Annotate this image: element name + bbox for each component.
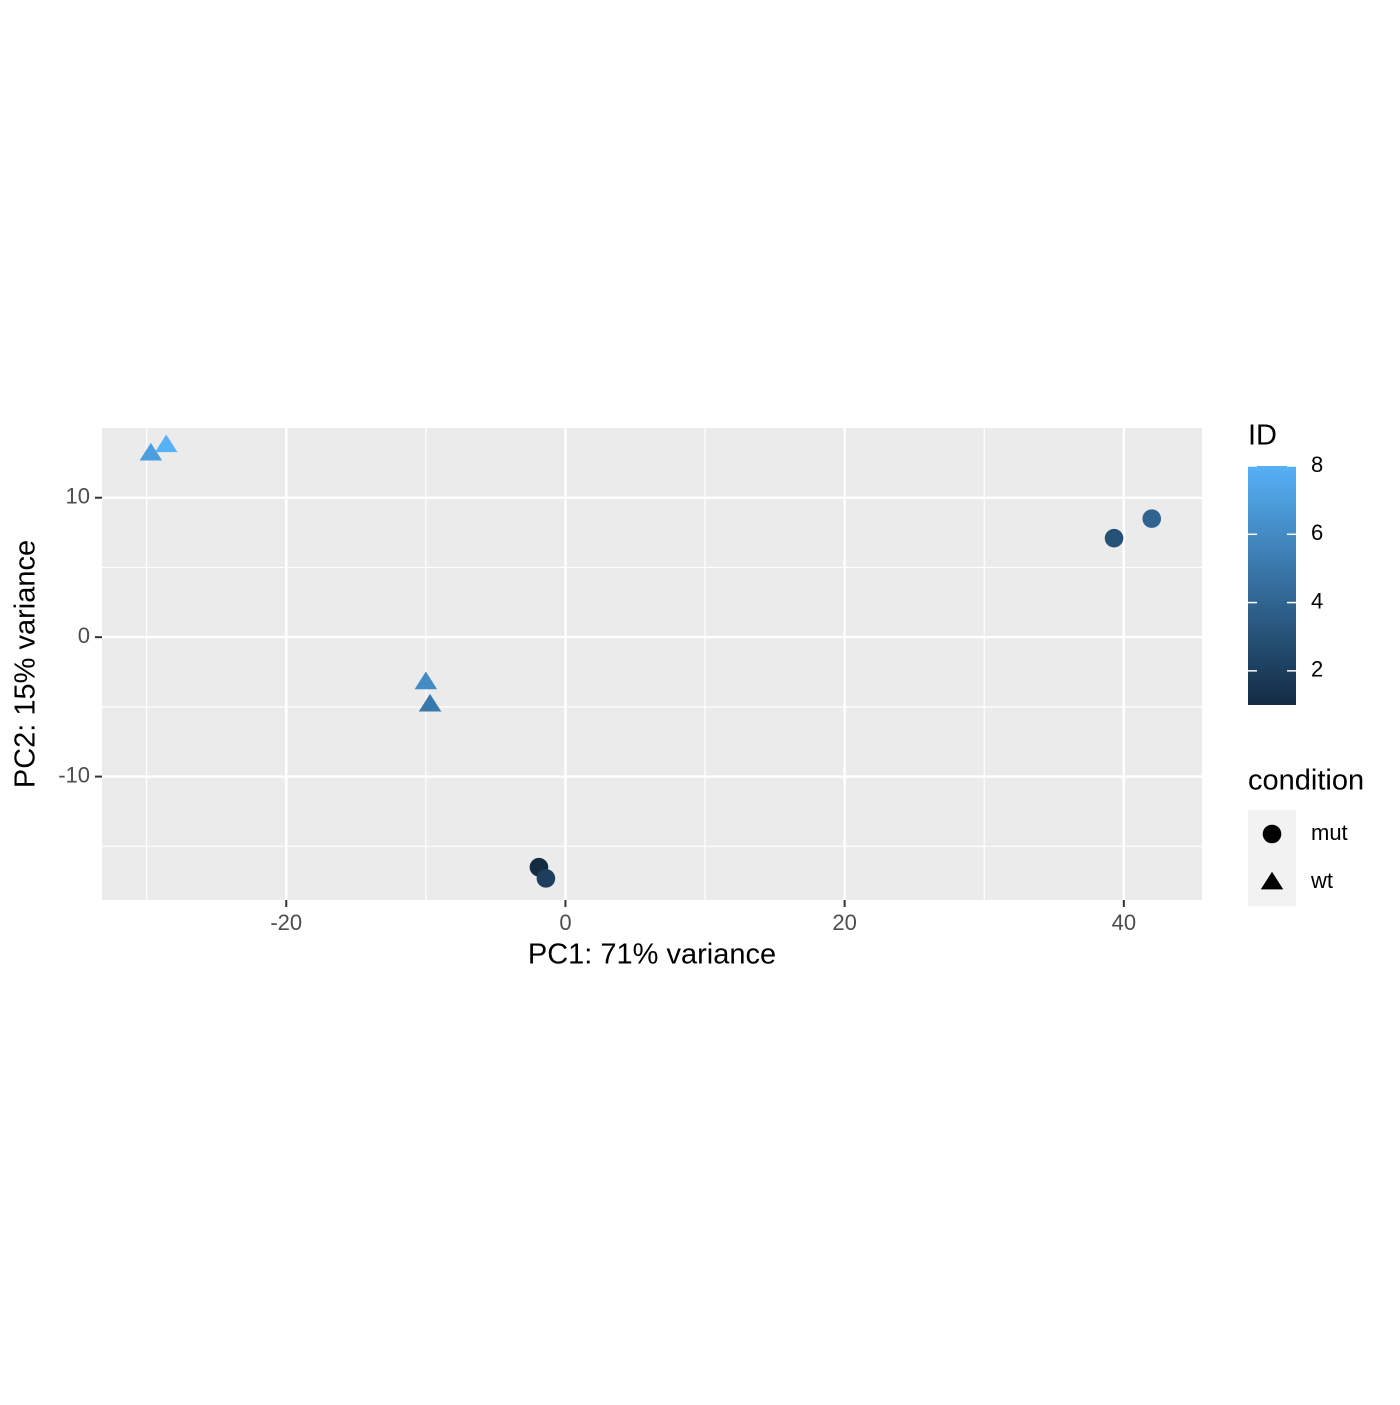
y-tick-label: -10	[58, 762, 90, 787]
color-legend-title: ID	[1248, 420, 1277, 452]
x-tick-label: -20	[270, 910, 302, 935]
legend-label: wt	[1310, 868, 1333, 893]
point	[1142, 509, 1162, 528]
colorbar-tick-label: 6	[1311, 520, 1323, 545]
colorbar	[1248, 466, 1296, 705]
x-axis-title: PC1: 71% variance	[528, 939, 776, 971]
legend-label: mut	[1311, 820, 1348, 845]
colorbar-tick-label: 4	[1311, 588, 1323, 613]
point	[414, 671, 438, 690]
legend-keys	[1248, 810, 1296, 906]
y-axis-title: PC2: 15% variance	[10, 540, 42, 788]
legend-key	[1262, 824, 1282, 844]
colorbar-tick-label: 8	[1311, 452, 1323, 477]
point	[139, 442, 163, 461]
colorbar-tick-label: 2	[1311, 657, 1323, 682]
x-tick-label: 0	[559, 910, 571, 935]
point	[536, 869, 556, 888]
shape-legend-title: condition	[1248, 765, 1364, 797]
legend-key	[1260, 871, 1284, 890]
y-tick-label: 0	[78, 623, 90, 648]
x-tick-label: 20	[832, 910, 856, 935]
point	[418, 693, 442, 712]
x-tick-label: 40	[1112, 910, 1136, 935]
y-tick-label: 10	[66, 484, 90, 509]
point	[154, 434, 178, 453]
point	[1104, 528, 1124, 548]
